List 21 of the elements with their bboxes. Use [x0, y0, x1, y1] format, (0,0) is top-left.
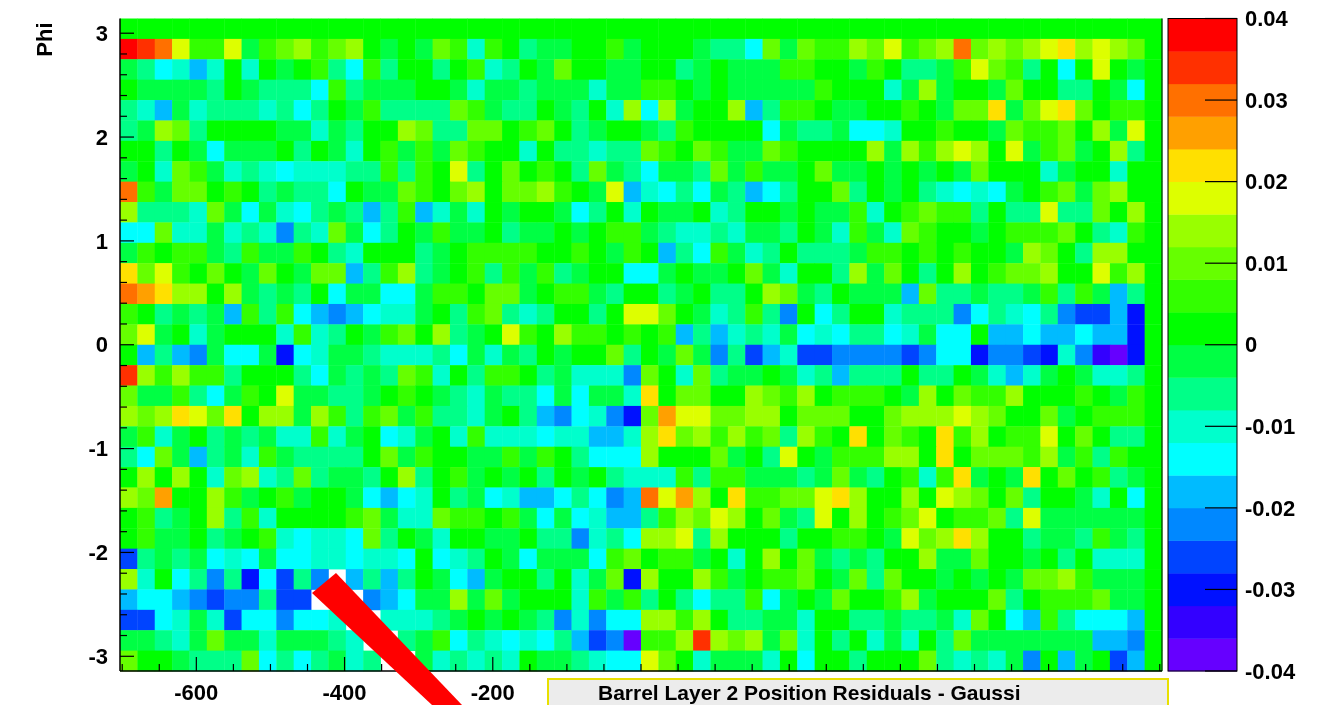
y-tick-label: 0	[95, 332, 108, 358]
y-tick-label: -2	[88, 540, 108, 566]
x-tick-label: -400	[322, 680, 367, 705]
color-bar-label: -0.04	[1245, 658, 1296, 684]
color-bar-label: -0.03	[1245, 577, 1296, 603]
x-tick-label: -200	[470, 680, 515, 705]
y-tick-label: 2	[95, 124, 108, 150]
color-bar-label: 0.02	[1245, 169, 1288, 195]
text: Barrel Layer 2 Position Residuals - Gaussi	[598, 681, 1021, 704]
y-tick-label: 3	[95, 20, 108, 46]
y-tick-label: -1	[88, 436, 108, 462]
y-tick-label: -3	[88, 644, 108, 669]
y-axis-title: Phi	[32, 22, 57, 57]
y-tick-label: 1	[95, 228, 108, 254]
color-bar-label: -0.01	[1245, 414, 1296, 440]
color-bar-label: 0.03	[1245, 87, 1288, 113]
color-bar-label: -0.02	[1245, 495, 1296, 521]
color-bar-label: 0	[1245, 332, 1258, 358]
color-bar-label: 0.04	[1245, 6, 1289, 32]
color-bar-label: 0.01	[1245, 250, 1288, 276]
x-tick-label: -600	[174, 680, 219, 705]
